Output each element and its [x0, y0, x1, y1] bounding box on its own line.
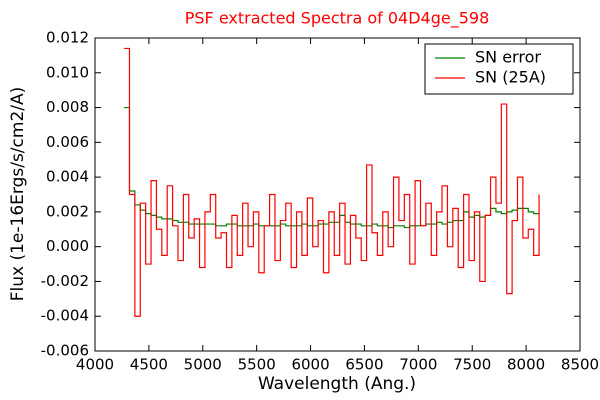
- x-tick-label: 4500: [130, 356, 168, 374]
- y-tick-label: 0.008: [46, 98, 89, 116]
- y-tick-label: 0.004: [46, 168, 89, 186]
- x-tick-label: 7500: [453, 356, 491, 374]
- chart-title: PSF extracted Spectra of 04D4ge_598: [185, 9, 490, 29]
- legend-label: SN error: [475, 48, 541, 67]
- y-tick-label: 0.012: [46, 29, 89, 47]
- legend-box: [424, 43, 574, 95]
- y-tick-label: 0.006: [46, 133, 89, 151]
- x-tick-label: 7000: [399, 356, 437, 374]
- y-tick-label: -0.006: [41, 342, 89, 360]
- x-axis-label: Wavelength (Ang.): [258, 374, 416, 394]
- y-axis-label: Flux (1e-16Ergs/s/cm2/A): [8, 87, 28, 302]
- x-tick-label: 5000: [184, 356, 222, 374]
- x-tick-label: 6000: [291, 356, 329, 374]
- y-tick-label: 0.000: [46, 237, 89, 255]
- x-tick-label: 5500: [238, 356, 276, 374]
- y-tick-label: -0.002: [41, 272, 89, 290]
- legend-label: SN (25A): [475, 68, 546, 87]
- y-tick-label: 0.002: [46, 202, 89, 220]
- x-tick-label: 8000: [507, 356, 545, 374]
- x-tick-label: 4000: [76, 356, 114, 374]
- y-tick-label: 0.010: [46, 63, 89, 81]
- y-tick-label: -0.004: [41, 307, 89, 325]
- x-tick-label: 8500: [561, 356, 599, 374]
- series-line: [124, 47, 540, 317]
- plot-frame: [94, 37, 581, 352]
- x-tick-label: 6500: [345, 356, 383, 374]
